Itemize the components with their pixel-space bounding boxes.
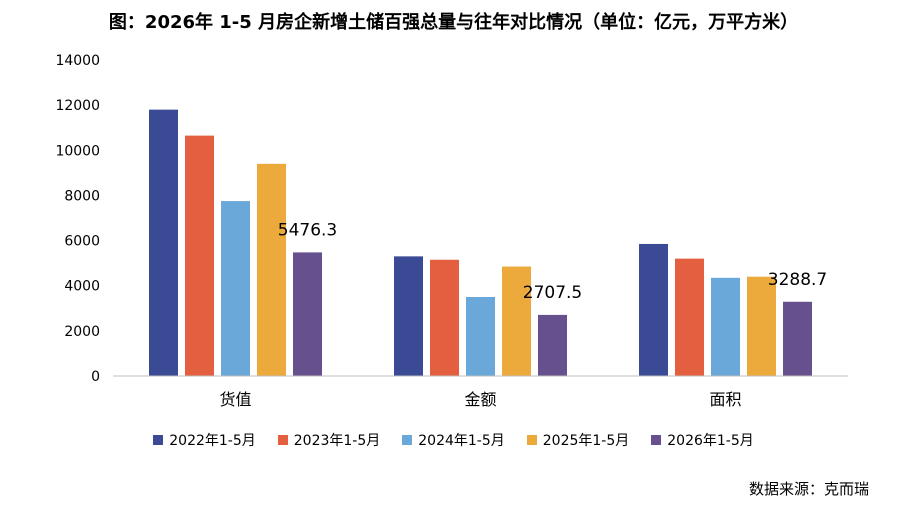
bar: [394, 256, 423, 376]
data-labels-group: 5476.3 2707.5 3288.7: [278, 220, 827, 302]
bar: [711, 277, 740, 376]
data-label: 5476.3: [278, 220, 337, 240]
source-note: 数据来源：克而瑞: [748, 480, 869, 498]
bar: [639, 243, 668, 376]
data-label: 3288.7: [768, 270, 827, 290]
x-axis-labels: 货值 金额 面积: [219, 390, 741, 409]
legend-label: 2025年1-5月: [542, 433, 630, 449]
data-label: 2707.5: [523, 283, 582, 303]
bar: [466, 297, 495, 376]
legend-swatch: [526, 435, 537, 445]
bar: [185, 135, 214, 376]
legend-item: 2025年1-5月: [526, 430, 630, 450]
legend-item: 2022年1-5月: [153, 430, 256, 450]
x-category-label: 金额: [464, 390, 496, 409]
legend-swatch: [277, 435, 288, 445]
y-tick-label: 0: [91, 369, 100, 385]
y-tick-label: 6000: [64, 234, 100, 250]
bar: [747, 276, 776, 376]
x-category-label: 面积: [709, 390, 741, 409]
legend-item: 2024年1-5月: [402, 430, 505, 450]
y-axis: 0 2000 4000 6000 8000 10000 12000 14000: [55, 53, 100, 385]
legend-label: 2026年1-5月: [667, 433, 754, 449]
bar: [221, 201, 250, 376]
chart-title: 图：2026年 1-5 月房企新增土储百强总量与往年对比情况（单位：亿元，万平方…: [108, 12, 799, 33]
bar: [257, 163, 286, 376]
legend-item: 2026年1-5月: [651, 430, 754, 450]
bar: [502, 266, 531, 376]
y-tick-label: 8000: [64, 188, 100, 204]
y-tick-label: 10000: [55, 143, 100, 159]
legend-label: 2022年1-5月: [169, 433, 256, 449]
bar: [783, 301, 812, 376]
legend: 2022年1-5月 2023年1-5月 2024年1-5月 2025年1-5月 2026…: [0, 430, 907, 450]
y-tick-label: 14000: [55, 53, 100, 69]
bar: [149, 109, 178, 377]
legend-item: 2023年1-5月: [277, 430, 381, 450]
legend-swatch: [153, 435, 164, 445]
legend-swatch: [402, 435, 413, 445]
bar: [293, 252, 322, 376]
y-tick-label: 4000: [64, 279, 100, 295]
legend-swatch: [651, 435, 662, 445]
bars-group: [149, 109, 812, 377]
legend-label: 2023年1-5月: [293, 433, 381, 449]
bar: [675, 258, 704, 376]
y-tick-label: 12000: [55, 98, 100, 114]
x-category-label: 货值: [219, 390, 251, 409]
bar: [538, 314, 567, 376]
y-tick-label: 2000: [64, 324, 100, 340]
bar: [430, 259, 459, 376]
legend-label: 2024年1-5月: [418, 433, 505, 449]
